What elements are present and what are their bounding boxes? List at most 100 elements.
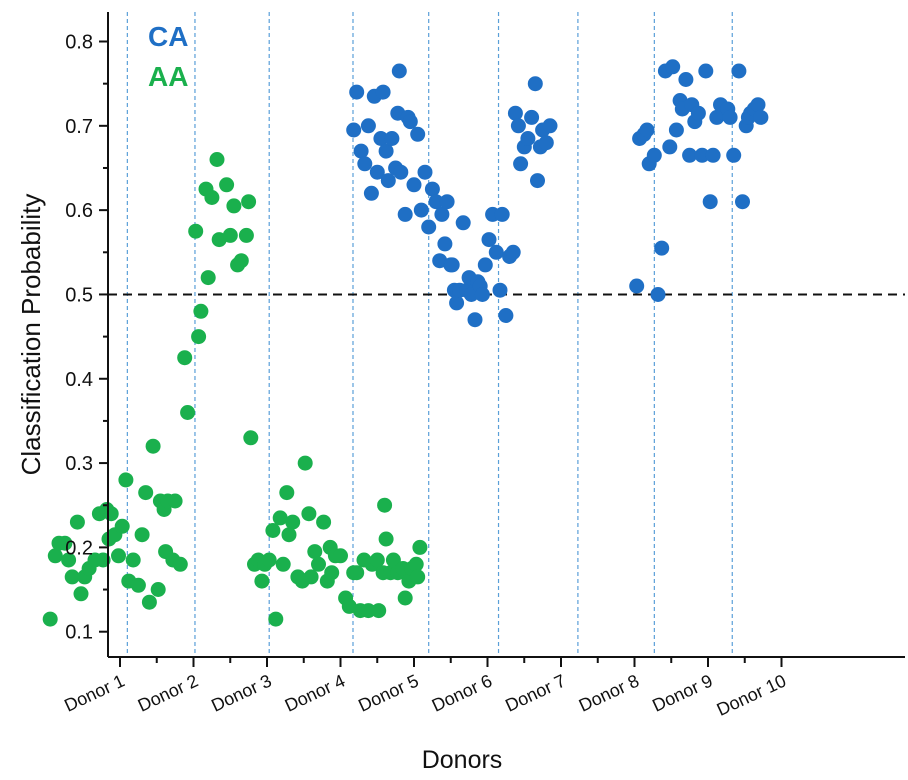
data-point-aa <box>254 573 270 589</box>
data-point-aa <box>200 270 216 286</box>
data-point-aa <box>307 544 323 560</box>
data-point-aa <box>297 455 313 471</box>
data-point-ca <box>349 84 365 100</box>
data-point-aa <box>209 152 225 167</box>
x-tick-label: Donor 5 <box>355 670 421 715</box>
data-point-ca <box>538 135 554 151</box>
y-tick-label: 0.6 <box>65 200 93 222</box>
x-tick-label: Donor 3 <box>208 670 274 715</box>
data-point-ca <box>694 147 710 163</box>
data-point-ca <box>467 312 483 328</box>
data-point-aa <box>285 514 301 530</box>
data-point-aa <box>103 506 119 522</box>
data-point-aa <box>371 603 387 619</box>
data-point-ca <box>662 139 678 155</box>
data-point-aa <box>141 594 157 610</box>
data-point-ca <box>402 114 418 130</box>
data-point-ca <box>505 244 521 260</box>
data-point-ca <box>665 59 681 75</box>
data-point-aa <box>261 552 277 568</box>
data-point-aa <box>219 177 235 193</box>
y-axis-title: Classification Probability <box>16 194 46 476</box>
data-point-ca <box>750 97 766 113</box>
data-point-aa <box>233 253 249 269</box>
data-point-ca <box>735 194 750 210</box>
data-point-ca <box>417 164 433 180</box>
data-point-aa <box>243 430 259 446</box>
x-tick-label: Donor 4 <box>282 670 348 715</box>
data-point-ca <box>346 122 362 138</box>
data-point-ca <box>384 131 400 146</box>
data-point-ca <box>510 118 526 134</box>
legend: CA AA <box>148 21 188 92</box>
data-point-ca <box>360 118 376 134</box>
data-point-ca <box>492 282 508 298</box>
data-point-ca <box>437 236 453 252</box>
data-point-ca <box>507 105 523 121</box>
x-tick-label: Donor 6 <box>429 670 495 715</box>
data-point-aa <box>188 223 204 239</box>
data-point-aa <box>42 611 58 627</box>
data-points <box>42 59 769 627</box>
data-point-aa <box>311 556 326 572</box>
data-point-ca <box>434 206 450 222</box>
data-point-aa <box>180 405 196 420</box>
data-point-aa <box>114 518 130 534</box>
data-point-aa <box>150 582 166 597</box>
data-point-aa <box>272 510 288 526</box>
data-point-aa <box>281 527 297 543</box>
y-tick-label: 0.2 <box>65 537 93 559</box>
data-point-ca <box>357 156 373 172</box>
y-tick-label: 0.1 <box>65 622 93 644</box>
data-point-aa <box>265 523 281 538</box>
data-point-aa <box>111 548 126 564</box>
data-point-ca <box>698 63 714 79</box>
data-point-ca <box>705 147 721 163</box>
data-point-aa <box>378 531 394 547</box>
data-point-ca <box>393 164 409 180</box>
x-axis-ticks: Donor 1 Donor 2 Donor 3 Donor 4 Donor 5 Donor… <box>61 657 789 720</box>
data-point-ca <box>353 143 369 159</box>
data-point-ca <box>498 308 514 323</box>
data-point-ca <box>524 109 540 125</box>
y-tick-label: 0.5 <box>65 284 93 306</box>
data-point-ca <box>731 63 747 79</box>
data-point-aa <box>204 190 220 205</box>
data-point-aa <box>167 493 183 509</box>
data-point-aa <box>316 514 332 530</box>
data-point-aa <box>191 329 207 345</box>
data-point-ca <box>527 76 543 92</box>
data-point-aa <box>412 539 428 555</box>
data-point-ca <box>753 109 769 125</box>
data-point-ca <box>477 257 493 273</box>
x-tick-label: Donor 7 <box>502 670 568 715</box>
data-point-ca <box>455 215 471 231</box>
data-point-ca <box>520 131 536 146</box>
x-tick-label: Donor 9 <box>649 670 715 715</box>
data-point-ca <box>397 206 413 222</box>
data-point-aa <box>64 569 80 585</box>
data-point-ca <box>494 206 510 222</box>
data-point-ca <box>421 219 437 235</box>
data-point-aa <box>193 303 209 319</box>
data-point-aa <box>410 569 426 585</box>
data-point-ca <box>474 287 490 302</box>
data-point-ca <box>513 156 529 172</box>
data-point-ca <box>410 126 426 142</box>
data-point-aa <box>172 556 188 572</box>
data-point-ca <box>363 185 379 201</box>
data-point-ca <box>380 173 396 189</box>
data-point-aa <box>222 227 238 243</box>
data-point-aa <box>397 590 413 606</box>
data-point-aa <box>369 552 385 568</box>
data-point-ca <box>375 84 391 100</box>
x-tick-label: Donor 2 <box>135 670 201 715</box>
data-point-ca <box>428 194 444 210</box>
data-point-ca <box>530 173 545 189</box>
data-point-aa <box>130 577 146 593</box>
data-point-aa <box>301 506 317 522</box>
data-point-ca <box>726 147 742 163</box>
data-point-ca <box>542 118 558 134</box>
data-point-aa <box>145 438 161 454</box>
